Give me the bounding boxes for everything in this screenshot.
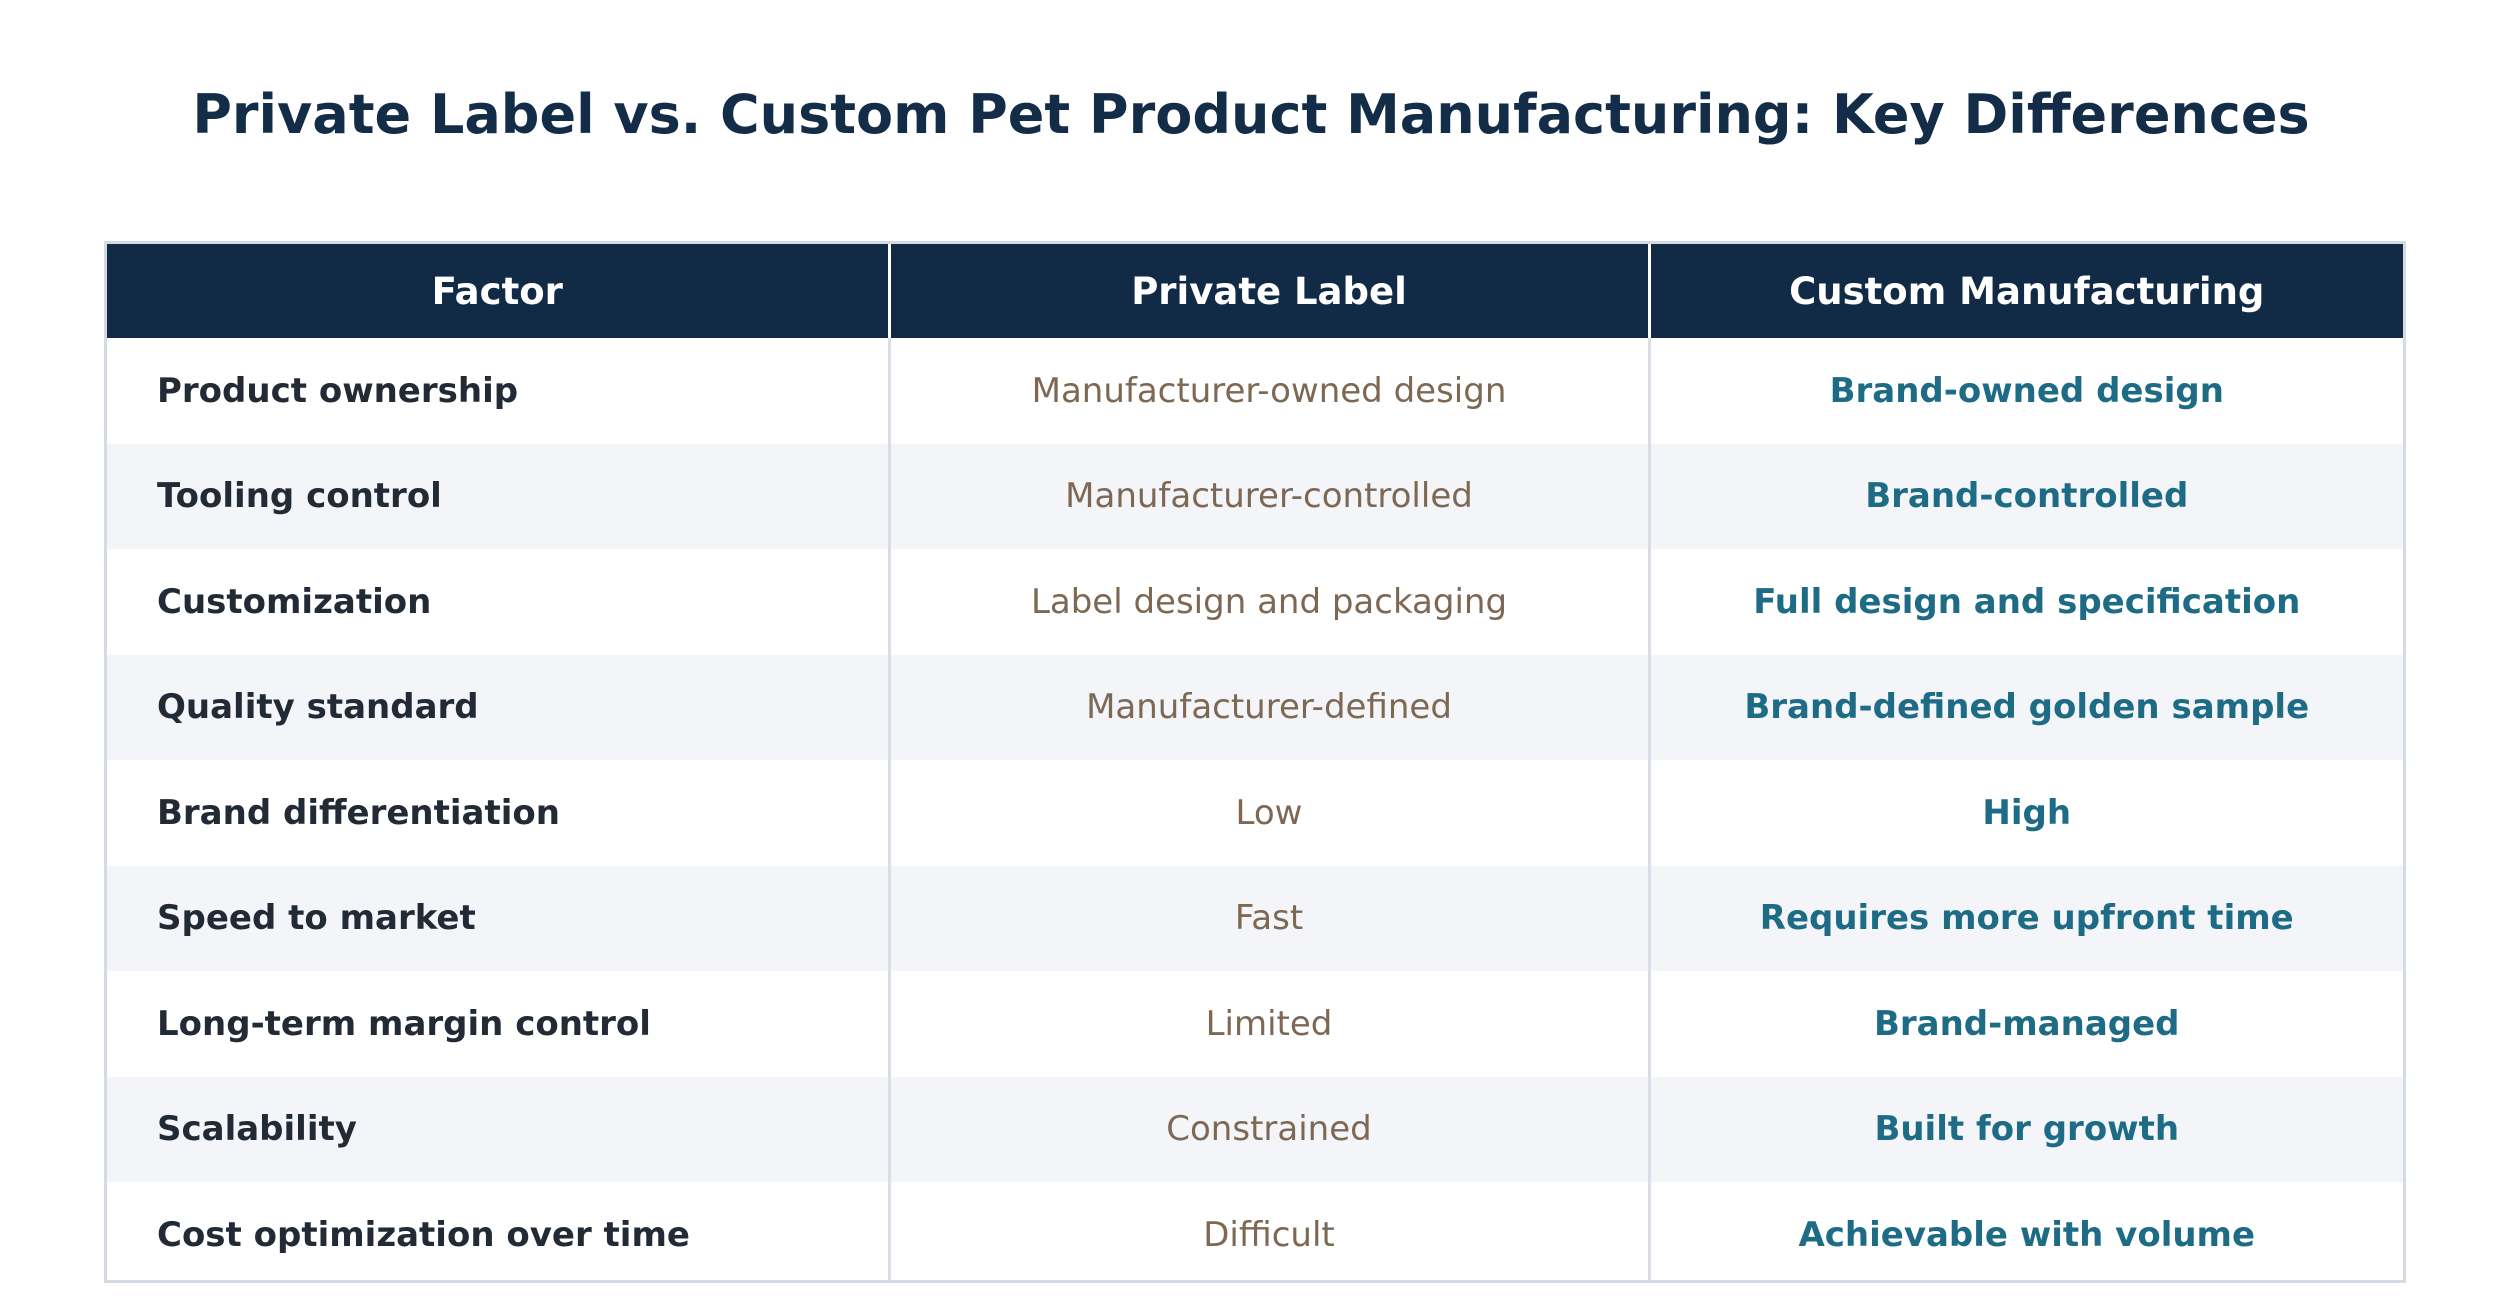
factor-cell: Speed to market: [107, 865, 891, 971]
private-label-cell: Limited: [889, 971, 1651, 1077]
table-row: Customization Label design and packaging…: [107, 549, 2403, 655]
private-label-cell: Manufacturer-owned design: [889, 338, 1651, 444]
private-label-cell: Fast: [889, 865, 1651, 971]
custom-manufacturing-cell: Brand-controlled: [1649, 443, 2403, 549]
private-label-cell: Label design and packaging: [889, 549, 1651, 655]
table-row: Brand differentiation Low High: [107, 760, 2403, 866]
factor-cell: Product ownership: [107, 338, 891, 444]
custom-manufacturing-cell: Brand-defined golden sample: [1649, 654, 2403, 760]
private-label-cell: Constrained: [889, 1076, 1651, 1182]
custom-manufacturing-cell: Brand-owned design: [1649, 338, 2403, 444]
factor-cell: Tooling control: [107, 443, 891, 549]
header-private-label: Private Label: [889, 244, 1651, 338]
table-row: Product ownership Manufacturer-owned des…: [107, 338, 2403, 444]
custom-manufacturing-cell: Requires more upfront time: [1649, 865, 2403, 971]
factor-cell: Scalability: [107, 1076, 891, 1182]
factor-cell: Brand differentiation: [107, 760, 891, 866]
page-title: Private Label vs. Custom Pet Product Man…: [192, 83, 2310, 146]
table-header: Factor Private Label Custom Manufacturin…: [107, 244, 2403, 338]
table-body: Product ownership Manufacturer-owned des…: [107, 338, 2403, 1280]
custom-manufacturing-cell: Brand-managed: [1649, 971, 2403, 1077]
table-row: Long-term margin control Limited Brand-m…: [107, 971, 2403, 1077]
custom-manufacturing-cell: High: [1649, 760, 2403, 866]
custom-manufacturing-cell: Built for growth: [1649, 1076, 2403, 1182]
factor-cell: Long-term margin control: [107, 971, 891, 1077]
factor-cell: Quality standard: [107, 654, 891, 760]
table-row: Scalability Constrained Built for growth: [107, 1076, 2403, 1182]
table-row: Cost optimization over time Difficult Ac…: [107, 1182, 2403, 1280]
private-label-cell: Manufacturer-defined: [889, 654, 1651, 760]
header-custom-manufacturing: Custom Manufacturing: [1649, 244, 2403, 338]
comparison-table: Factor Private Label Custom Manufacturin…: [104, 241, 2406, 1283]
table-row: Speed to market Fast Requires more upfro…: [107, 865, 2403, 971]
factor-cell: Customization: [107, 549, 891, 655]
header-row: Factor Private Label Custom Manufacturin…: [107, 244, 2403, 338]
factor-cell: Cost optimization over time: [107, 1182, 891, 1280]
custom-manufacturing-cell: Achievable with volume: [1649, 1182, 2403, 1280]
table-row: Tooling control Manufacturer-controlled …: [107, 443, 2403, 549]
private-label-cell: Manufacturer-controlled: [889, 443, 1651, 549]
private-label-cell: Difficult: [889, 1182, 1651, 1280]
private-label-cell: Low: [889, 760, 1651, 866]
header-factor: Factor: [107, 244, 891, 338]
custom-manufacturing-cell: Full design and specification: [1649, 549, 2403, 655]
table-row: Quality standard Manufacturer-defined Br…: [107, 654, 2403, 760]
